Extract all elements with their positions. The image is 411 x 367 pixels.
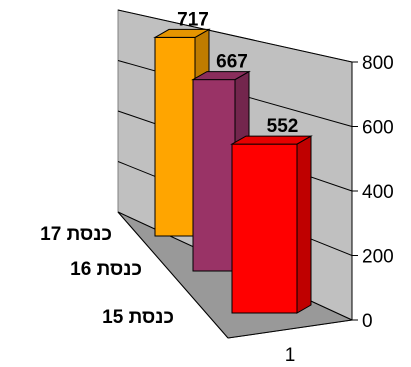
bar [230, 135, 313, 314]
bar-top-face [153, 28, 211, 38]
floor-front-edge [227, 319, 353, 339]
depth-category-label: כנסת 17 [40, 224, 112, 245]
y-tick-label: 600 [362, 118, 394, 139]
bar-front-face [231, 143, 298, 314]
bar-top-face [230, 135, 313, 145]
y-tick-label: 200 [362, 247, 394, 268]
x-category-label: 1 [285, 345, 296, 366]
bar-front-face [154, 36, 196, 237]
depth-category-label: כנסת 16 [70, 259, 142, 280]
depth-category-label: כנסת 15 [102, 307, 174, 328]
bar-side-face [296, 135, 312, 314]
y-tick-label: 800 [362, 53, 394, 74]
depth-edge [117, 211, 229, 339]
side-wall [0, 10, 118, 212]
y-tick-label: 0 [362, 311, 373, 332]
y-tick-label: 400 [362, 182, 394, 203]
bar-top-face [191, 71, 251, 81]
data-label: 552 [267, 116, 299, 137]
data-label: 667 [216, 52, 248, 73]
gridline [117, 9, 353, 63]
data-label: 717 [177, 9, 209, 30]
bar-front-face [192, 79, 236, 272]
